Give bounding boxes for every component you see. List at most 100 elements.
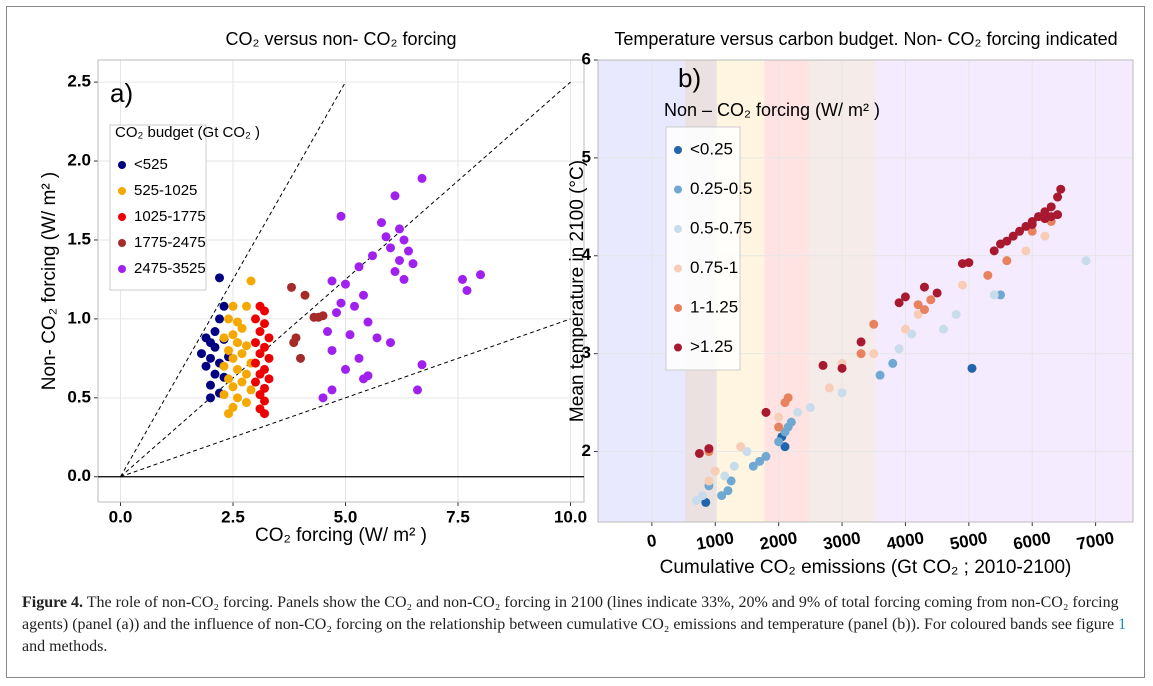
data-point (957, 280, 967, 290)
data-point (332, 308, 341, 318)
legend-box (665, 126, 741, 371)
plot-border (597, 59, 1134, 523)
legend-label: 0.75-1 (690, 258, 738, 277)
data-point (793, 407, 803, 417)
data-point (228, 382, 238, 392)
data-point (237, 349, 247, 359)
data-point (233, 364, 242, 374)
data-point (710, 466, 720, 476)
data-point (701, 497, 711, 507)
data-point (251, 338, 260, 348)
y-tick-label: 1.0 (67, 308, 91, 327)
reference-line (120, 81, 346, 477)
data-point (900, 292, 910, 302)
data-point (395, 255, 404, 265)
legend-marker (118, 213, 126, 221)
data-point (1081, 256, 1091, 266)
data-point (964, 258, 974, 268)
data-point (219, 390, 229, 400)
data-point (210, 342, 220, 352)
chart-title: Temperature versus carbon budget. Non- C… (614, 29, 1117, 49)
data-point (242, 398, 251, 408)
data-point (246, 385, 256, 395)
data-point (1056, 184, 1066, 194)
x-tick-label: 10.0 (554, 507, 587, 526)
data-point (206, 380, 215, 390)
y-axis-title: Non- CO₂ forcing (W/ m² ) (39, 172, 60, 391)
x-tick-label: 3000 (822, 528, 863, 553)
data-point (723, 486, 733, 496)
x-tick-label: 0 (645, 531, 658, 551)
data-point (748, 461, 758, 471)
data-point (336, 298, 346, 308)
data-point (1027, 226, 1037, 236)
x-axis-title: Cumulative CO₂ emissions (Gt CO₂ ; 2010-… (660, 557, 1072, 578)
x-tick-label: 5000 (948, 528, 989, 553)
data-point (251, 377, 260, 387)
data-point (363, 317, 373, 327)
x-tick-label: 6000 (1012, 528, 1053, 553)
data-point (932, 288, 942, 298)
y-tick-label: 3 (582, 343, 591, 362)
data-point (938, 324, 948, 334)
data-point (323, 327, 332, 337)
data-point (1040, 207, 1050, 217)
caption-link[interactable]: 1 (1118, 616, 1127, 633)
data-point (1053, 192, 1063, 202)
data-point (228, 330, 238, 340)
legend-marker (674, 343, 682, 352)
data-point (260, 409, 269, 419)
data-point (780, 442, 790, 452)
data-point (354, 353, 364, 363)
data-point (1021, 246, 1031, 256)
data-point (417, 173, 427, 183)
data-point (856, 349, 866, 359)
data-point (408, 259, 418, 269)
data-point (774, 412, 784, 422)
data-point (698, 491, 708, 501)
legend-title: Non – CO₂ forcing (W/ m² ) (664, 100, 880, 120)
data-point (341, 279, 350, 289)
data-point (224, 345, 233, 355)
data-point (260, 319, 269, 329)
data-point (264, 353, 274, 363)
data-point (869, 349, 879, 359)
data-point (255, 349, 265, 359)
data-point (907, 329, 917, 339)
x-tick-label: 1000 (695, 528, 736, 553)
data-point (996, 239, 1006, 249)
data-point (894, 298, 904, 308)
data-point (242, 341, 251, 351)
figure-frame (6, 6, 1145, 678)
data-point (327, 276, 337, 286)
data-point (888, 358, 898, 368)
data-point (336, 211, 346, 221)
data-point (210, 369, 220, 379)
data-point (206, 353, 215, 363)
data-point (197, 349, 206, 359)
data-point (372, 333, 382, 343)
data-point (206, 393, 215, 403)
data-point (951, 309, 961, 319)
figure: 0.0 2.5 5.0 7.5 10.0 0.0 0.5 1.0 1.5 2.0 2.5 CO₂ ve… (39, 29, 1134, 578)
data-point (983, 270, 993, 280)
data-point (837, 363, 847, 373)
legend-label: 0.25-0.5 (690, 179, 752, 198)
data-point (1027, 219, 1037, 229)
data-point (736, 442, 746, 452)
data-point (1008, 231, 1018, 241)
reference-line (120, 81, 571, 478)
data-point (774, 437, 784, 447)
data-point (228, 402, 238, 412)
legend-label: 2475-3525 (134, 260, 206, 277)
data-point (264, 374, 274, 384)
data-point (251, 358, 260, 368)
data-point (824, 383, 834, 393)
data-point (989, 246, 999, 256)
y-tick-label: 2 (582, 441, 591, 460)
y-tick-label: 4 (582, 245, 592, 264)
data-point (774, 422, 784, 432)
data-point (215, 314, 224, 324)
data-point (255, 390, 265, 400)
data-point (345, 330, 355, 340)
